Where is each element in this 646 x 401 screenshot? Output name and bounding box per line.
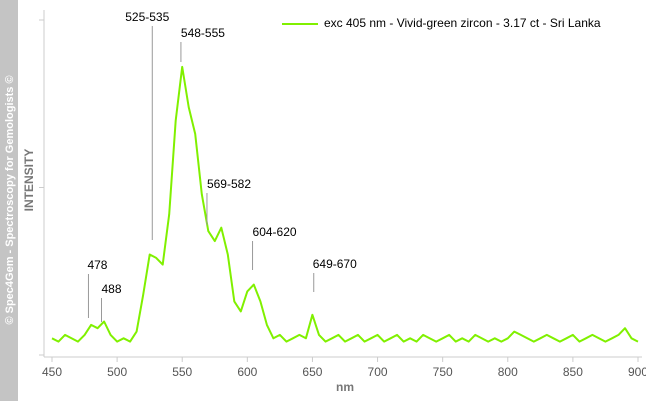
legend-label: exc 405 nm - Vivid-green zircon - 3.17 c… [324,16,601,30]
x-tick-label: 650 [302,365,322,379]
x-tick-label: 550 [172,365,192,379]
annotation-label: 478 [87,258,107,272]
annotation-label: 604-620 [253,225,297,239]
side-label: © Spec4Gem - Spectroscopy for Gemologist… [4,75,16,324]
spectrum-line [51,65,639,343]
x-tick-label: 800 [498,365,518,379]
y-axis-label: INTENSITY [22,149,36,212]
annotation-label: 488 [101,282,121,296]
x-tick-label: 600 [237,365,257,379]
side-bar [0,0,18,401]
annotation-label: 649-670 [313,257,357,271]
annotation-label: 525-535 [125,10,169,24]
x-tick-label: 900 [628,365,646,379]
x-axis-label: nm [336,380,354,394]
annotation-label: 548-555 [181,26,225,40]
x-tick-label: 850 [563,365,583,379]
annotation-label: 569-582 [207,177,251,191]
x-tick-label: 750 [433,365,453,379]
x-tick-label: 700 [368,365,388,379]
x-tick-label: 500 [107,365,127,379]
x-tick-label: 450 [42,365,62,379]
